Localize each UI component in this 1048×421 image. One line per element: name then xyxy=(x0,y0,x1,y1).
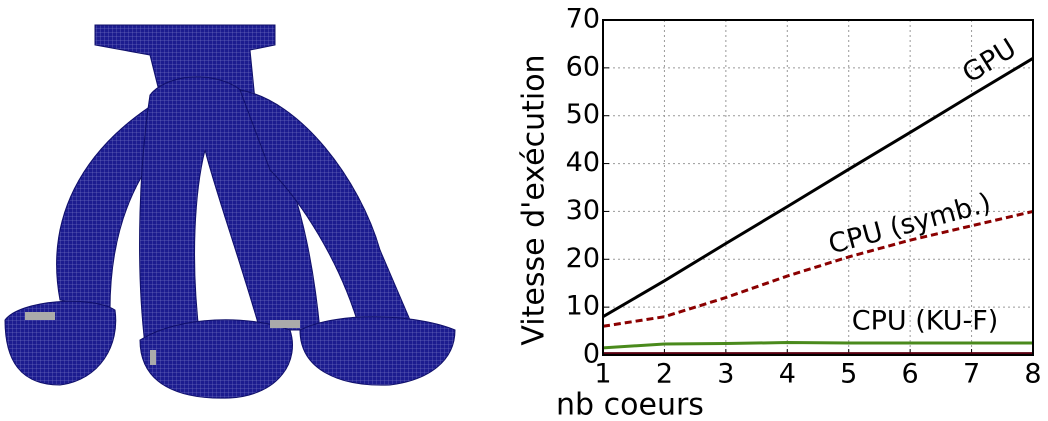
x-axis-label: nb coeurs xyxy=(556,388,704,421)
y-tick-label: 70 xyxy=(566,4,600,35)
x-tick-label: 5 xyxy=(840,359,857,390)
mesh-image xyxy=(5,25,455,398)
x-tick-label: 2 xyxy=(656,359,673,390)
x-tick-label: 6 xyxy=(902,359,919,390)
x-tick-label: 3 xyxy=(717,359,734,390)
series-line xyxy=(603,58,1033,316)
x-tick-label: 1 xyxy=(594,359,611,390)
y-axis-label: Vitesse d'exécution xyxy=(517,54,552,345)
series-line xyxy=(603,343,1033,348)
x-tick-label: 4 xyxy=(779,359,796,390)
series-label: GPU xyxy=(957,33,1022,89)
y-tick-label: 30 xyxy=(566,195,600,226)
x-tick-label: 7 xyxy=(963,359,980,390)
figure: nb coeurs Vitesse d'exécution 0102030405… xyxy=(0,0,1048,421)
y-tick-label: 50 xyxy=(566,99,600,130)
y-tick-label: 60 xyxy=(566,51,600,82)
chart: nb coeurs Vitesse d'exécution 0102030405… xyxy=(517,4,1042,421)
series-label: CPU (symb.) xyxy=(825,187,994,260)
y-tick-label: 10 xyxy=(566,291,600,322)
x-tick-label: 8 xyxy=(1024,359,1041,390)
y-tick-label: 40 xyxy=(566,147,600,178)
y-tick-label: 20 xyxy=(566,243,600,274)
series-label: CPU (KU-F) xyxy=(852,306,999,337)
